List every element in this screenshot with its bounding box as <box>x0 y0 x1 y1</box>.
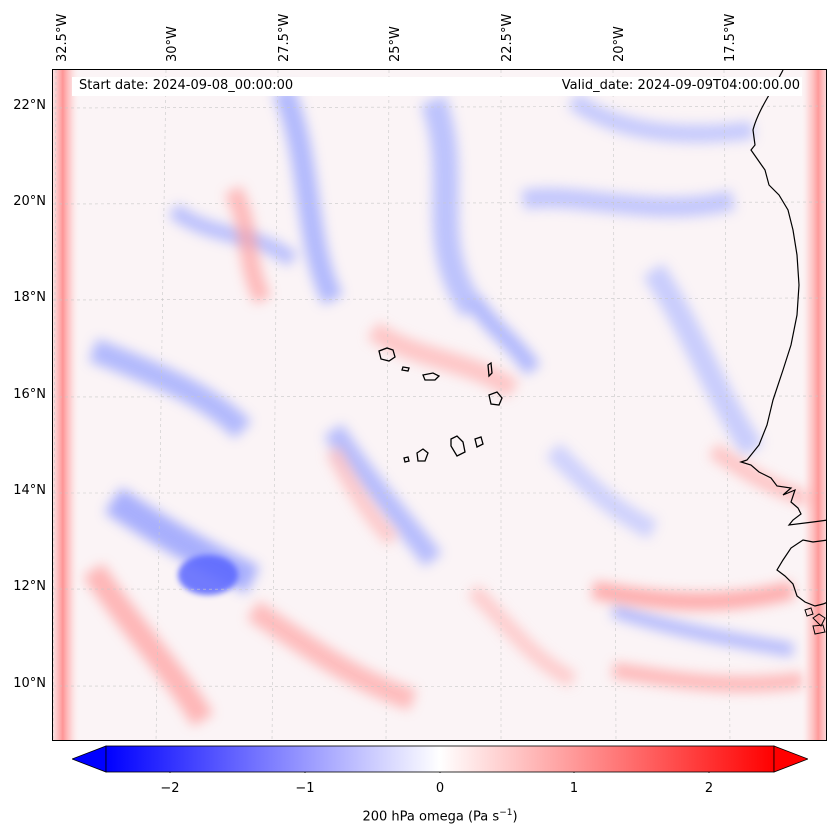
cape-verde-islands <box>378 347 503 463</box>
lon-label-32.5w: 32.5°W <box>55 13 70 62</box>
lat-label-14n: 14°N <box>13 483 46 498</box>
map-panel <box>52 69 827 741</box>
colorbar-title: 200 hPa omega (Pa s−1) <box>362 808 518 825</box>
lat-label-10n: 10°N <box>13 676 46 691</box>
omega-field-map <box>53 70 826 740</box>
lon-label-25w: 25°W <box>388 26 403 62</box>
colorbar-high-extension <box>773 745 808 773</box>
lon-label-27.5w: 27.5°W <box>277 13 292 62</box>
lat-label-16n: 16°N <box>13 387 46 402</box>
date-info-bar <box>72 77 802 96</box>
colorbar-unit-exponent: −1 <box>499 808 513 818</box>
colorbar-tick-0: 0 <box>435 781 445 796</box>
lat-label-22n: 22°N <box>13 98 46 113</box>
colorbar-gradient <box>105 745 775 773</box>
lon-label-20w: 20°W <box>612 26 627 62</box>
lat-label-12n: 12°N <box>13 579 46 594</box>
valid-date-label: Valid_date: 2024-09-09T04:00:00.00 <box>561 78 800 93</box>
colorbar-low-extension <box>72 745 107 773</box>
colorbar-tick-2: 2 <box>704 781 714 796</box>
graticule <box>53 70 826 740</box>
lon-label-30w: 30°W <box>165 26 180 62</box>
colorbar-tick-1: 1 <box>569 781 579 796</box>
lon-label-22.5w: 22.5°W <box>500 13 515 62</box>
colorbar-unit: Pa s <box>473 809 500 825</box>
colorbar <box>72 745 808 773</box>
colorbar-tick-minus-2: −2 <box>160 781 180 796</box>
lat-label-20n: 20°N <box>13 194 46 209</box>
omega-field <box>53 70 826 740</box>
lon-label-17.5w: 17.5°W <box>723 13 738 62</box>
start-date-label: Start date: 2024-09-08_00:00:00 <box>79 78 294 93</box>
coastline-guinea <box>776 539 826 607</box>
coastline <box>739 70 826 526</box>
lat-label-18n: 18°N <box>13 290 46 305</box>
colorbar-tick-minus-1: −1 <box>295 781 315 796</box>
colorbar-variable: 200 hPa omega <box>362 809 464 825</box>
